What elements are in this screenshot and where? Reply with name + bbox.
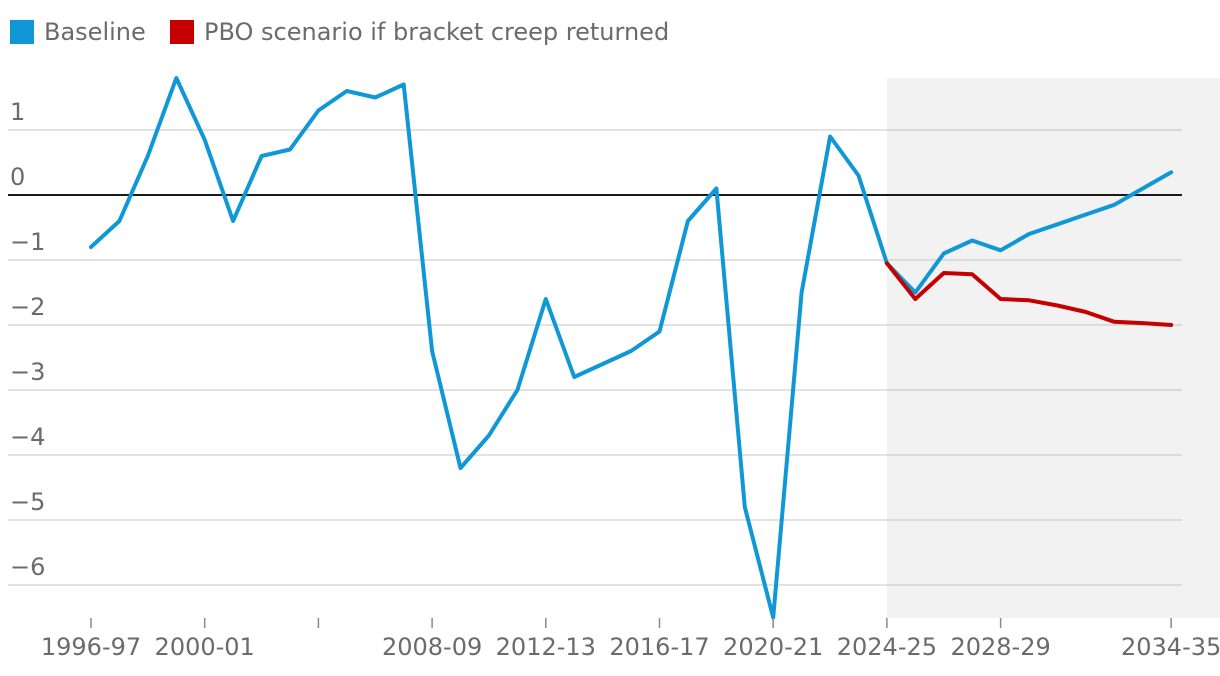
y-tick-label: −2	[10, 293, 45, 321]
legend-label-scenario: PBO scenario if bracket creep returned	[204, 18, 669, 46]
y-axis-ticks: 1 0 −1 −2 −3 −4 −5 −6	[10, 98, 45, 581]
legend: Baseline PBO scenario if bracket creep r…	[10, 18, 669, 46]
x-tick-label: 2028-29	[950, 633, 1050, 661]
x-tick-label: 2012-13	[496, 633, 596, 661]
y-tick-label: 0	[10, 163, 25, 191]
x-tick-label: 2034-35	[1121, 633, 1220, 661]
series-line-pbo-scenario	[884, 261, 1174, 327]
series-line-baseline	[89, 76, 1174, 620]
legend-swatch-scenario	[170, 20, 194, 44]
y-tick-label: −3	[10, 358, 45, 386]
projection-shaded-region	[886, 78, 1220, 618]
x-axis: 1996-97 2000-01 2008-09 2012-13 2016-17 2020-…	[41, 618, 1220, 661]
y-tick-label: 1	[10, 98, 25, 126]
x-tick-label: 2000-01	[155, 633, 255, 661]
series-lines	[89, 76, 1174, 620]
gridlines	[8, 129, 1182, 586]
y-tick-label: −5	[10, 488, 45, 516]
legend-label-baseline: Baseline	[44, 18, 146, 46]
x-tick-label: 2008-09	[382, 633, 482, 661]
x-tick-label: 2020-21	[723, 633, 823, 661]
y-tick-label: −4	[10, 423, 45, 451]
y-tick-label: −1	[10, 228, 45, 256]
x-tick-label: 2024-25	[837, 633, 937, 661]
legend-swatch-baseline	[10, 20, 34, 44]
y-tick-label: −6	[10, 553, 45, 581]
x-tick-label: 1996-97	[41, 633, 141, 661]
x-tick-label: 2016-17	[609, 633, 709, 661]
